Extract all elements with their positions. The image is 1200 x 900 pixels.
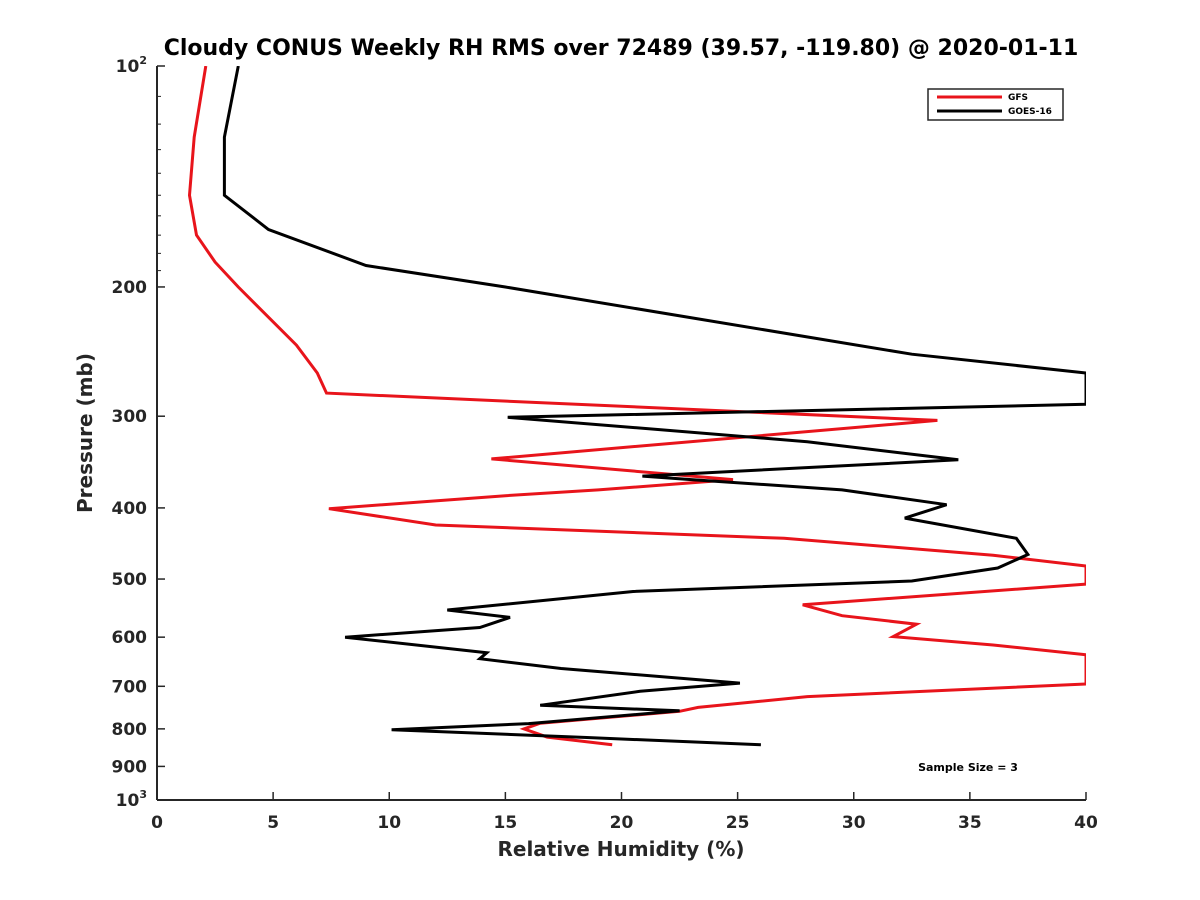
y-tick-label: 300 [112,407,148,427]
legend: GFS GOES-16 [927,88,1064,121]
y-axis-label: Pressure (mb) [73,353,97,513]
y-tick-label: 500 [112,570,148,590]
legend-label-gfs: GFS [1008,93,1028,103]
x-tick-label: 40 [1074,813,1098,833]
x-axis-label: Relative Humidity (%) [497,837,744,861]
sample-size-annotation: Sample Size = 3 [918,761,1018,774]
series-line-gfs [187,66,1086,747]
y-tick-label: 103 [116,788,147,811]
legend-box [927,88,1064,121]
chart-title: Cloudy CONUS Weekly RH RMS over 72489 (3… [164,36,1079,61]
series-line-goes-16 [222,66,1086,747]
x-tick-label: 5 [267,813,279,833]
x-tick-label: 15 [494,813,518,833]
y-tick-label: 900 [112,757,148,777]
y-tick-label: 200 [112,278,148,298]
x-tick-label: 0 [151,813,163,833]
y-tick-label: 800 [112,720,148,740]
y-tick-label: 600 [112,628,148,648]
x-tick-label: 10 [377,813,401,833]
x-tick-label: 30 [842,813,866,833]
x-tick-label: 25 [726,813,750,833]
plot-lines [187,66,1086,747]
y-tick-label: 400 [112,499,148,519]
x-tick-label: 35 [958,813,982,833]
y-tick-label: 102 [116,54,147,77]
ticks: 0 5 10 15 20 25 30 35 40 102 200 300 400 500 600 700 800… [112,54,1098,833]
y-tick-label: 700 [112,677,148,697]
x-tick-label: 20 [610,813,634,833]
legend-label-goes-16: GOES-16 [1008,107,1052,117]
